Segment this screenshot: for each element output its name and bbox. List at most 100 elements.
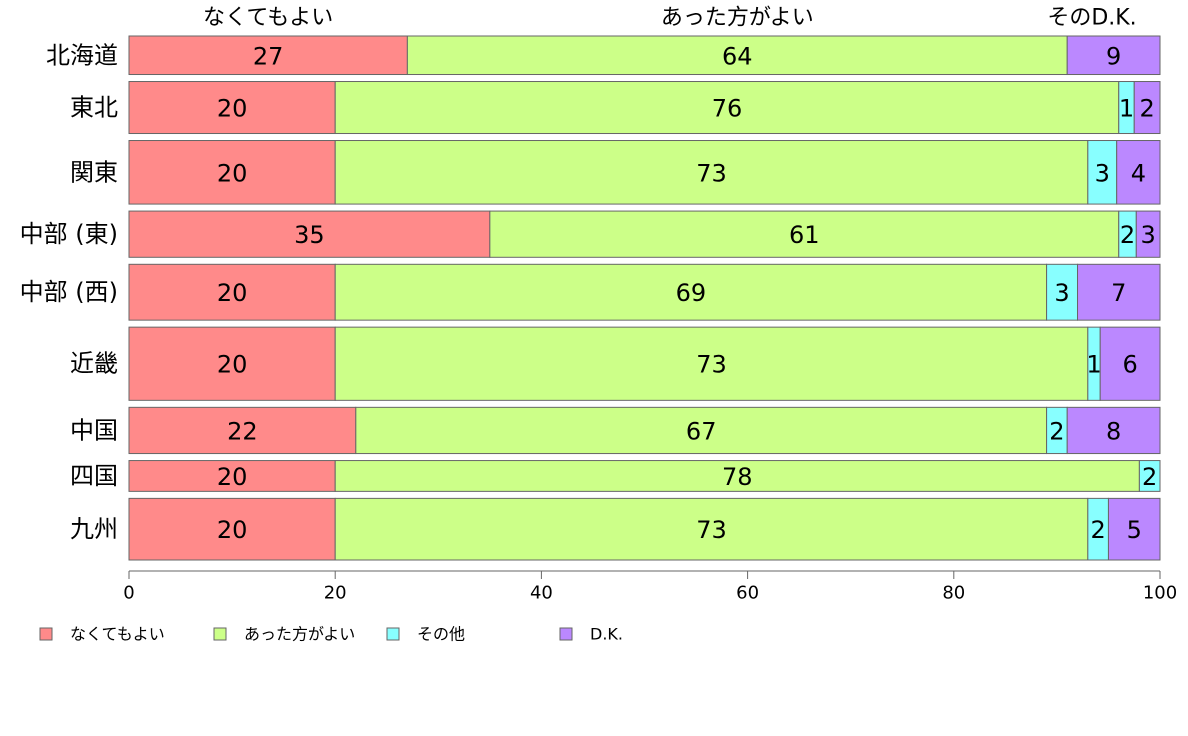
value-label: 73 bbox=[696, 351, 727, 379]
value-label: 20 bbox=[217, 463, 248, 491]
x-tick-label: 40 bbox=[530, 583, 553, 604]
value-label: 7 bbox=[1111, 279, 1126, 307]
bar-row: 九州 20 73 2 5 bbox=[70, 497, 1161, 561]
bar-row: 北海道 27 64 9 bbox=[46, 35, 1161, 76]
value-label: 2 bbox=[1090, 516, 1105, 544]
bar-segment bbox=[334, 263, 1048, 321]
x-tick-label: 0 bbox=[123, 583, 134, 604]
legend: なくてもよい あった方がよい その他 D.K. bbox=[39, 625, 623, 644]
value-label: 20 bbox=[217, 159, 248, 187]
bar-row: 中部 (東) 35 61 2 3 bbox=[20, 210, 1161, 258]
category-label: 中部 (東) bbox=[20, 220, 118, 248]
bar-segment bbox=[128, 460, 336, 492]
bar-segment bbox=[1107, 497, 1161, 561]
bar-segment bbox=[355, 406, 1048, 455]
bar-segment bbox=[334, 140, 1089, 205]
value-label: 20 bbox=[217, 95, 248, 123]
bar-segment bbox=[1116, 140, 1161, 205]
bar-segment bbox=[334, 326, 1089, 401]
value-label: 64 bbox=[722, 42, 753, 70]
bar-row: 四国 20 78 2 bbox=[70, 460, 1161, 492]
x-tick-label: 100 bbox=[1143, 583, 1177, 604]
legend-label: なくてもよい bbox=[70, 625, 165, 644]
column-header: なくてもよい bbox=[203, 6, 333, 31]
category-label: 東北 bbox=[70, 94, 118, 122]
value-label: 1 bbox=[1086, 351, 1101, 379]
x-tick-label: 60 bbox=[736, 583, 759, 604]
category-label: 中国 bbox=[70, 416, 118, 444]
bar-row: 近畿 20 73 1 6 bbox=[70, 326, 1161, 401]
value-label: 35 bbox=[294, 221, 325, 249]
column-header: そのD.K. bbox=[1047, 6, 1136, 31]
bar-rows: 北海道 27 64 9東北 20 76 1 2関東 20 73 3 4中部 (東) 35 61 2 3中部 (… bbox=[20, 35, 1161, 561]
value-label: 1 bbox=[1119, 95, 1134, 123]
value-label: 6 bbox=[1122, 351, 1137, 379]
value-label: 22 bbox=[227, 417, 258, 445]
legend-label: D.K. bbox=[590, 625, 623, 644]
bar-segment bbox=[406, 35, 1068, 76]
x-tick-label: 80 bbox=[942, 583, 965, 604]
bar-segment bbox=[128, 326, 336, 401]
bar-segment bbox=[128, 35, 408, 76]
bar-row: 東北 20 76 1 2 bbox=[70, 81, 1161, 135]
legend-swatch bbox=[559, 627, 573, 641]
bar-segment bbox=[1077, 263, 1161, 321]
value-label: 2 bbox=[1139, 95, 1154, 123]
bar-segment bbox=[128, 210, 491, 258]
value-label: 76 bbox=[712, 95, 743, 123]
value-label: 9 bbox=[1106, 42, 1121, 70]
value-label: 2 bbox=[1049, 417, 1064, 445]
value-label: 69 bbox=[676, 279, 707, 307]
legend-swatch bbox=[39, 627, 53, 641]
value-label: 73 bbox=[696, 159, 727, 187]
value-label: 3 bbox=[1054, 279, 1069, 307]
value-label: 4 bbox=[1131, 159, 1146, 187]
value-label: 2 bbox=[1120, 221, 1135, 249]
column-headers: なくてもよい あった方がよい そのD.K. bbox=[203, 6, 1137, 31]
bar-segment bbox=[334, 81, 1120, 135]
bar-segment bbox=[1066, 35, 1161, 76]
legend-swatch bbox=[386, 627, 400, 641]
bar-segment bbox=[1133, 81, 1161, 135]
bar-segment bbox=[334, 497, 1089, 561]
legend-item: なくてもよい bbox=[39, 625, 165, 644]
x-tick-label: 20 bbox=[324, 583, 347, 604]
category-label: 中部 (西) bbox=[20, 278, 118, 306]
category-label: 九州 bbox=[70, 515, 118, 543]
bar-segment bbox=[1066, 406, 1161, 455]
value-label: 67 bbox=[686, 417, 717, 445]
x-axis: 0 20 40 60 80 100 bbox=[123, 570, 1177, 604]
bar-segment bbox=[128, 263, 336, 321]
legend-swatch bbox=[213, 627, 227, 641]
bar-segment bbox=[128, 497, 336, 561]
category-label: 関東 bbox=[70, 158, 118, 186]
bar-segment bbox=[1087, 140, 1118, 205]
value-label: 3 bbox=[1141, 221, 1156, 249]
bar-row: 中部 (西) 20 69 3 7 bbox=[20, 263, 1161, 321]
legend-item: あった方がよい bbox=[213, 625, 355, 644]
bar-segment bbox=[1046, 263, 1079, 321]
value-label: 20 bbox=[217, 516, 248, 544]
category-label: 近畿 bbox=[70, 350, 118, 378]
bar-segment bbox=[128, 81, 336, 135]
value-label: 27 bbox=[253, 42, 284, 70]
legend-item: D.K. bbox=[559, 625, 623, 644]
bar-segment bbox=[1135, 210, 1161, 258]
legend-item: その他 bbox=[386, 625, 465, 644]
column-header: あった方がよい bbox=[661, 6, 814, 31]
value-label: 20 bbox=[217, 279, 248, 307]
category-label: 北海道 bbox=[46, 41, 118, 69]
bar-segment bbox=[128, 406, 357, 455]
legend-label: あった方がよい bbox=[244, 625, 355, 644]
value-label: 73 bbox=[696, 516, 727, 544]
bar-segment bbox=[334, 460, 1140, 492]
bar-segment bbox=[128, 140, 336, 205]
bar-segment bbox=[489, 210, 1120, 258]
value-label: 2 bbox=[1142, 463, 1157, 491]
value-label: 78 bbox=[722, 463, 753, 491]
value-label: 3 bbox=[1095, 159, 1110, 187]
category-label: 四国 bbox=[70, 462, 118, 490]
value-label: 20 bbox=[217, 351, 248, 379]
bar-segment bbox=[1099, 326, 1161, 401]
